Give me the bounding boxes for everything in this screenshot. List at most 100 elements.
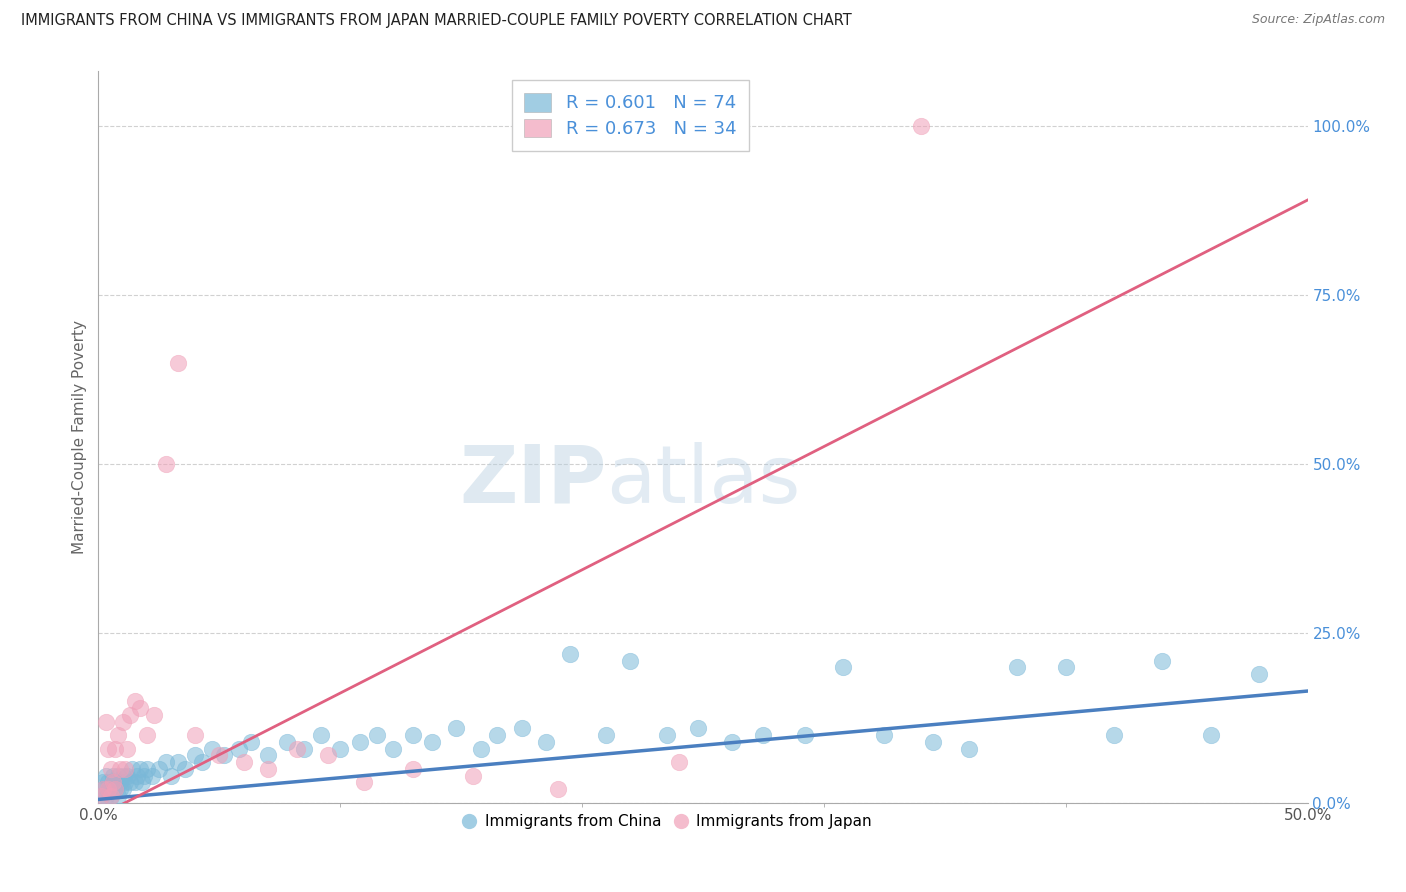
Point bbox=[134, 769, 156, 783]
Point bbox=[167, 755, 190, 769]
Text: atlas: atlas bbox=[606, 442, 800, 520]
Point bbox=[191, 755, 214, 769]
Point bbox=[101, 769, 124, 783]
Point bbox=[174, 762, 197, 776]
Point bbox=[534, 735, 557, 749]
Point bbox=[793, 728, 815, 742]
Point bbox=[752, 728, 775, 742]
Point bbox=[212, 748, 235, 763]
Point bbox=[90, 789, 112, 803]
Point bbox=[957, 741, 980, 756]
Point bbox=[256, 762, 278, 776]
Point bbox=[135, 728, 157, 742]
Point bbox=[117, 741, 139, 756]
Point bbox=[184, 748, 207, 763]
Point bbox=[90, 789, 112, 803]
Point bbox=[91, 775, 114, 789]
Point bbox=[111, 714, 134, 729]
Point bbox=[104, 782, 127, 797]
Point bbox=[329, 741, 352, 756]
Point bbox=[446, 721, 468, 735]
Point bbox=[160, 769, 183, 783]
Point bbox=[104, 782, 127, 797]
Point bbox=[316, 748, 339, 763]
Point bbox=[94, 769, 117, 783]
Point bbox=[114, 762, 136, 776]
Point bbox=[118, 775, 141, 789]
Point bbox=[100, 789, 122, 803]
Text: ZIP: ZIP bbox=[458, 442, 606, 520]
Point bbox=[292, 741, 315, 756]
Point bbox=[108, 762, 131, 776]
Point bbox=[463, 769, 485, 783]
Point bbox=[910, 119, 932, 133]
Point bbox=[256, 748, 278, 763]
Point bbox=[402, 728, 425, 742]
Point bbox=[91, 782, 114, 797]
Point bbox=[155, 755, 177, 769]
Point bbox=[124, 775, 146, 789]
Point bbox=[111, 769, 134, 783]
Point bbox=[228, 741, 250, 756]
Point bbox=[143, 707, 166, 722]
Point bbox=[100, 789, 122, 803]
Point bbox=[121, 762, 143, 776]
Point bbox=[1102, 728, 1125, 742]
Point bbox=[201, 741, 224, 756]
Point bbox=[148, 762, 170, 776]
Point bbox=[155, 457, 177, 471]
Point bbox=[107, 789, 129, 803]
Point bbox=[309, 728, 332, 742]
Point bbox=[97, 782, 120, 797]
Point bbox=[97, 782, 120, 797]
Point bbox=[128, 701, 150, 715]
Point bbox=[382, 741, 405, 756]
Point bbox=[97, 775, 120, 789]
Text: IMMIGRANTS FROM CHINA VS IMMIGRANTS FROM JAPAN MARRIED-COUPLE FAMILY POVERTY COR: IMMIGRANTS FROM CHINA VS IMMIGRANTS FROM… bbox=[21, 13, 852, 29]
Point bbox=[107, 728, 129, 742]
Point bbox=[510, 721, 533, 735]
Point bbox=[128, 762, 150, 776]
Point bbox=[486, 728, 509, 742]
Point bbox=[688, 721, 710, 735]
Point bbox=[1054, 660, 1077, 674]
Point bbox=[101, 775, 124, 789]
Point bbox=[353, 775, 375, 789]
Point bbox=[107, 769, 129, 783]
Point bbox=[420, 735, 443, 749]
Text: Source: ZipAtlas.com: Source: ZipAtlas.com bbox=[1251, 13, 1385, 27]
Y-axis label: Married-Couple Family Poverty: Married-Couple Family Poverty bbox=[72, 320, 87, 554]
Point bbox=[366, 728, 388, 742]
Point bbox=[94, 789, 117, 803]
Point bbox=[1007, 660, 1029, 674]
Point bbox=[349, 735, 371, 749]
Point bbox=[276, 735, 298, 749]
Point bbox=[97, 741, 120, 756]
Point bbox=[668, 755, 690, 769]
Point bbox=[108, 775, 131, 789]
Point bbox=[547, 782, 569, 797]
Point bbox=[239, 735, 262, 749]
Point bbox=[208, 748, 231, 763]
Point bbox=[135, 762, 157, 776]
Point bbox=[285, 741, 308, 756]
Point bbox=[595, 728, 617, 742]
Point bbox=[100, 782, 122, 797]
Point bbox=[108, 782, 131, 797]
Point bbox=[118, 707, 141, 722]
Point bbox=[558, 647, 581, 661]
Point bbox=[114, 775, 136, 789]
Point bbox=[117, 769, 139, 783]
Point bbox=[131, 775, 153, 789]
Point bbox=[111, 782, 134, 797]
Point bbox=[91, 782, 114, 797]
Point bbox=[1199, 728, 1222, 742]
Point bbox=[470, 741, 492, 756]
Point bbox=[721, 735, 744, 749]
Point bbox=[141, 769, 163, 783]
Point bbox=[100, 762, 122, 776]
Point bbox=[104, 775, 127, 789]
Point bbox=[94, 714, 117, 729]
Point bbox=[127, 769, 149, 783]
Point bbox=[1152, 654, 1174, 668]
